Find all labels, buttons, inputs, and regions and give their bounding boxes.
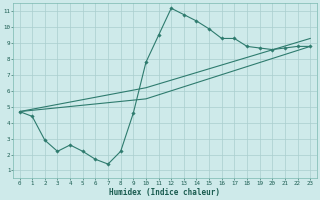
X-axis label: Humidex (Indice chaleur): Humidex (Indice chaleur) [109, 188, 220, 197]
